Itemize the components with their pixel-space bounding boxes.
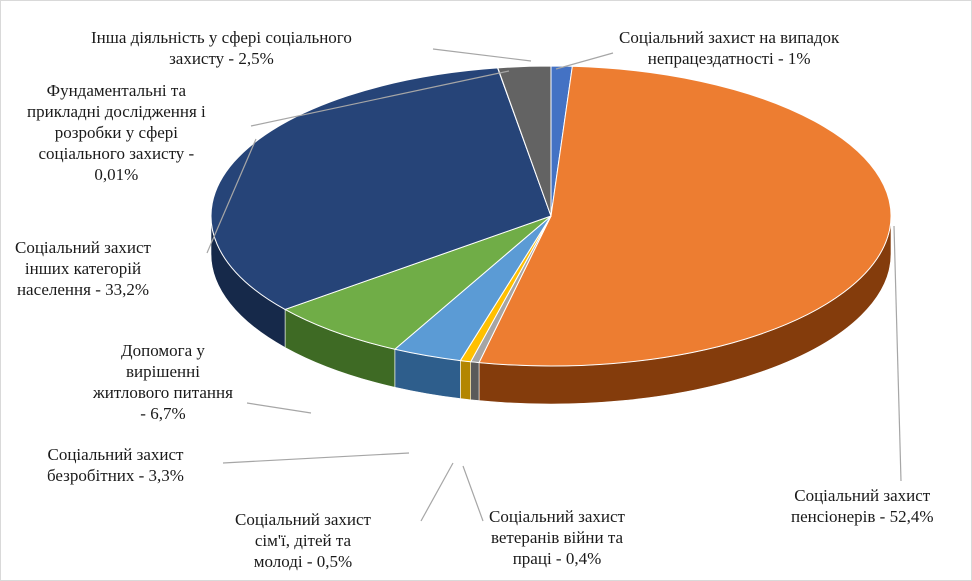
label-line: Інша діяльність у сфері соціального: [91, 28, 352, 47]
leader-line-5: [246, 402, 312, 414]
pie-slice-6: [210, 67, 552, 311]
leader-line-4: [222, 452, 410, 464]
pie-sides: [210, 215, 892, 405]
label-line: непрацездатності - 1%: [647, 49, 811, 68]
pie-slice-5: [283, 215, 552, 350]
leader-line-7: [250, 70, 510, 127]
pie-slices: [210, 65, 892, 367]
label-other-activity: Інша діяльність у сфері соціального захи…: [91, 27, 352, 69]
label-pensioners: Соціальний захист пенсіонерів - 52,4%: [791, 485, 933, 527]
pie-slice-1: [478, 65, 892, 367]
leader-line-0: [555, 52, 614, 70]
label-line: Соціальний захист: [489, 507, 625, 526]
label-line: молоді - 0,5%: [253, 552, 353, 571]
label-unemployed: Соціальний захист безробітних - 3,3%: [47, 444, 184, 486]
label-line: ветеранів війни та: [490, 528, 624, 547]
label-line: житлового питання: [93, 383, 233, 402]
leader-line-1: [893, 225, 902, 482]
label-line: безробітних - 3,3%: [47, 466, 184, 485]
label-research: Фундаментальні та прикладні дослідження …: [27, 80, 206, 185]
label-line: соціального захисту -: [38, 144, 195, 163]
leader-line-6: [206, 138, 257, 254]
leader-line-8: [432, 48, 532, 62]
label-line: - 6,7%: [140, 404, 186, 423]
pie-slice-8: [497, 65, 552, 217]
label-line: Соціальний захист: [235, 510, 371, 529]
label-line: Соціальний захист: [47, 445, 184, 464]
pie-side-3: [460, 360, 472, 401]
label-housing: Допомога у вирішенні житлового питання -…: [93, 340, 233, 424]
label-line: Допомога у: [121, 341, 205, 360]
label-line: вирішенні: [126, 362, 200, 381]
label-line: Соціальний захист: [794, 486, 931, 505]
label-line: Фундаментальні та: [46, 81, 187, 100]
label-other-categories: Соціальний захист інших категорій населе…: [15, 237, 151, 300]
label-veterans: Соціальний захист ветеранів війни та пра…: [489, 506, 625, 569]
label-line: праці - 0,4%: [512, 549, 602, 568]
label-line: розробки у сфері: [54, 123, 178, 142]
leader-line-2: [462, 465, 484, 522]
label-line: населення - 33,2%: [16, 280, 150, 299]
leader-line-3: [420, 462, 454, 522]
label-line: прикладні дослідження і: [27, 102, 206, 121]
label-disability: Соціальний захист на випадок непрацездат…: [619, 27, 839, 69]
label-line: 0,01%: [94, 165, 139, 184]
label-line: сім'ї, дітей та: [254, 531, 352, 550]
label-line: Соціальний захист: [15, 238, 151, 257]
pie-side-2: [470, 361, 480, 401]
label-line: інших категорій: [24, 259, 142, 278]
label-line: захисту - 2,5%: [169, 49, 274, 68]
label-line: Соціальний захист на випадок: [619, 28, 840, 47]
label-family: Соціальний захист сім'ї, дітей та молоді…: [235, 509, 371, 572]
label-line: пенсіонерів - 52,4%: [791, 507, 934, 526]
leader-lines: [206, 48, 902, 522]
